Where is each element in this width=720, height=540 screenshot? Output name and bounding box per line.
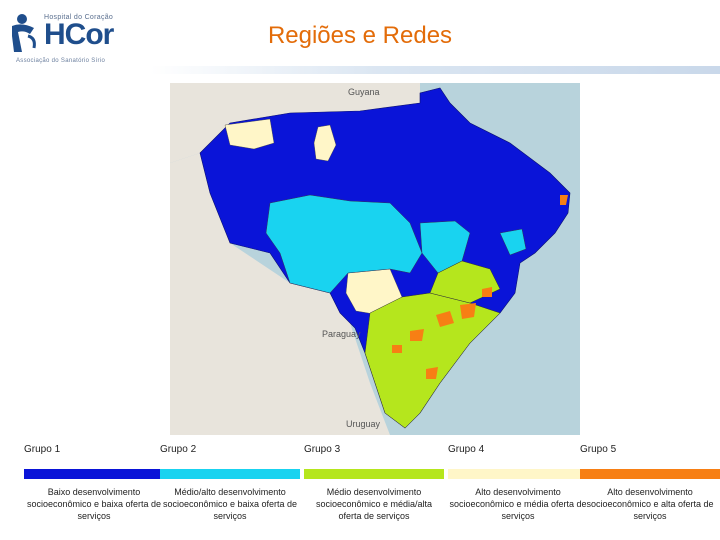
legend-group-3-bar <box>304 469 444 479</box>
legend-group-1-label: Grupo 1 <box>24 444 61 455</box>
legend-group-1: Grupo 1 Baixo desenvolvimento socioeconô… <box>24 444 164 522</box>
legend-group-1-description: Baixo desenvolvimento socioeconômico e b… <box>26 487 162 521</box>
header-divider <box>150 66 720 74</box>
legend-group-2: Grupo 2 Médio/alto desenvolvimento socio… <box>160 444 300 522</box>
map-label-paraguay: Paraguay <box>322 329 361 339</box>
hcor-logo: Hospital do Coração HCor Associação do S… <box>8 8 138 68</box>
legend-group-3-description: Médio desenvolvimento socioeconômico e m… <box>315 487 433 521</box>
logo-main-text: HCor <box>44 18 114 51</box>
region-grupo5-3 <box>410 329 424 341</box>
legend-group-5-bar <box>580 469 720 479</box>
logo-top-text: Hospital do Coração <box>44 14 114 21</box>
legend-group-3: Grupo 3 Médio desenvolvimento socioeconô… <box>304 444 444 522</box>
legend: Grupo 1 Baixo desenvolvimento socioeconô… <box>24 444 720 540</box>
legend-group-4-description: Alto desenvolvimento socioeconômico e mé… <box>449 487 587 521</box>
logo-figure-icon <box>12 14 36 52</box>
region-grupo4-amazonas <box>313 124 337 162</box>
map-label-guyana: Guyana <box>348 87 380 97</box>
page-title: Regiões e Redes <box>267 22 453 49</box>
region-grupo5-2 <box>460 303 476 319</box>
region-grupo2-northeast <box>499 228 527 256</box>
region-grupo5-4 <box>426 367 438 379</box>
legend-group-2-label: Grupo 2 <box>160 444 197 455</box>
legend-group-4-bar <box>448 469 588 479</box>
legend-group-3-label: Grupo 3 <box>304 444 341 455</box>
legend-group-2-bar <box>160 469 300 479</box>
legend-group-5-description: Alto desenvolvimento socioeconômico e al… <box>586 487 714 521</box>
region-grupo5-6 <box>560 195 568 205</box>
north-neighbors <box>170 83 420 163</box>
legend-group-1-bar <box>24 469 164 479</box>
west-neighbors <box>170 153 390 435</box>
legend-group-2-description: Médio/alto desenvolvimento socioeconômic… <box>162 487 298 521</box>
logo-sub-text: Associação do Sanatório Sírio <box>16 58 106 64</box>
region-grupo5-7 <box>392 345 402 353</box>
legend-group-4: Grupo 4 Alto desenvolvimento socioeconôm… <box>448 444 588 522</box>
region-grupo4-roraima <box>224 118 275 150</box>
legend-group-5-label: Grupo 5 <box>580 444 617 455</box>
brazil-groups-map: Guyana Paraguay Uruguay <box>170 83 580 435</box>
legend-group-4-label: Grupo 4 <box>448 444 485 455</box>
region-grupo5-5 <box>482 287 492 297</box>
legend-group-5: Grupo 5 Alto desenvolvimento socioeconôm… <box>580 444 720 522</box>
region-grupo2-west <box>265 194 423 294</box>
map-label-uruguay: Uruguay <box>346 419 381 429</box>
region-grupo5-1 <box>436 311 454 327</box>
